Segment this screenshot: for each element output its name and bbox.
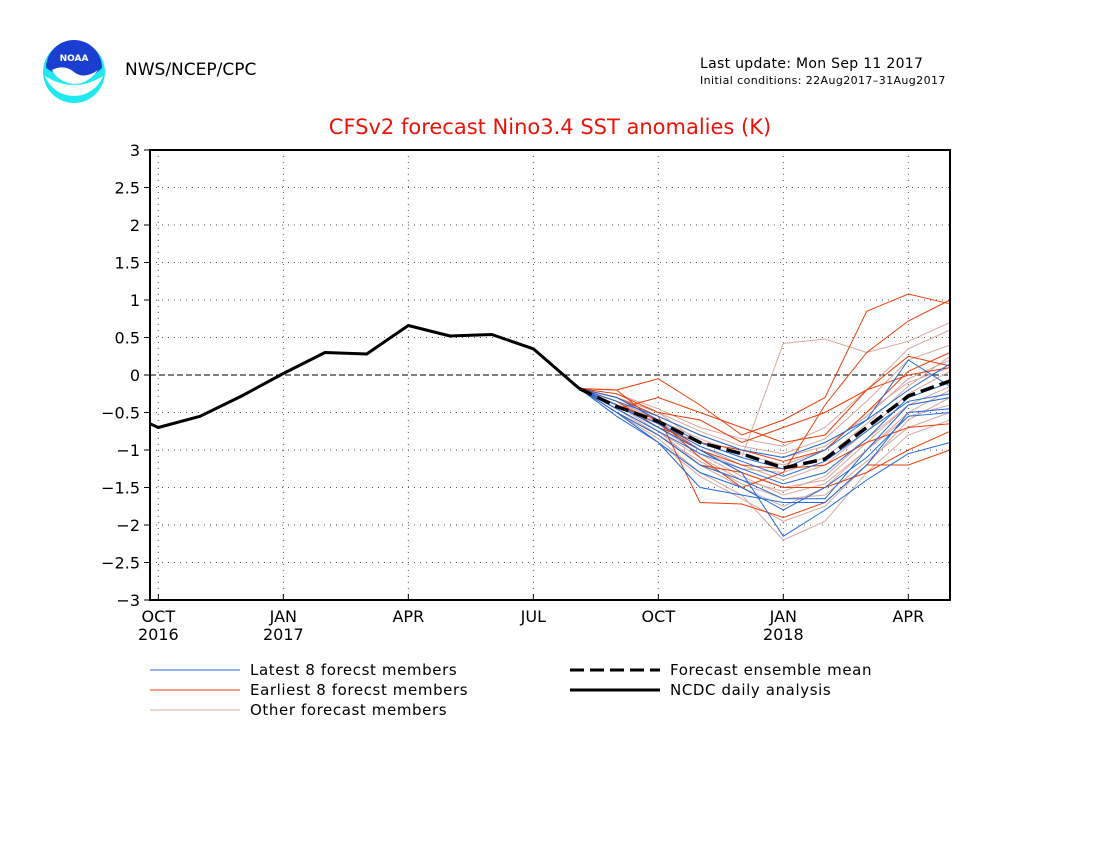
y-tick-label: 1 xyxy=(130,291,140,310)
earliest-member-line xyxy=(579,293,951,436)
legend-label-analysis: NCDC daily analysis xyxy=(670,681,831,699)
y-tick-label: −2 xyxy=(116,516,140,535)
other-member-line xyxy=(578,388,951,541)
noaa-logo-text: NOAA xyxy=(60,54,89,64)
y-tick-label: 0.5 xyxy=(115,329,140,348)
legend-label-other: Other forecast members xyxy=(250,701,447,719)
y-tick-label: −2.5 xyxy=(101,554,140,573)
members-layer xyxy=(578,293,951,541)
y-tick-label: −1.5 xyxy=(101,479,140,498)
latest-member-line xyxy=(578,388,951,511)
y-tick-label: 2.5 xyxy=(115,179,140,198)
x-tick-label: JAN xyxy=(269,607,297,626)
other-member-line xyxy=(579,329,951,447)
plot-frame xyxy=(149,149,951,601)
latest-member-line xyxy=(579,359,951,459)
other-member-line xyxy=(578,385,951,492)
initial-conditions-label: Initial conditions: 22Aug2017–31Aug2017 xyxy=(700,74,946,87)
x-tick-year-label: 2018 xyxy=(763,625,804,644)
legend-label-mean: Forecast ensemble mean xyxy=(670,661,872,679)
latest-member-line xyxy=(578,382,951,485)
other-member-line xyxy=(578,388,951,500)
x-tick-label: OCT xyxy=(642,607,676,626)
latest-member-line xyxy=(578,388,951,500)
y-tick-label: 2 xyxy=(130,216,140,235)
y-tick-label: −0.5 xyxy=(101,404,140,423)
organization-label: NWS/NCEP/CPC xyxy=(125,60,257,80)
noaa-logo: NOAA xyxy=(43,40,105,103)
y-tick-label: −1 xyxy=(116,441,140,460)
latest-member-line xyxy=(578,388,951,537)
analysis-line xyxy=(150,324,581,429)
legend-layer: Latest 8 forecst members Earliest 8 forec… xyxy=(150,661,872,719)
last-update-label: Last update: Mon Sep 11 2017 xyxy=(700,56,924,72)
legend-label-earliest: Earliest 8 forecst members xyxy=(250,681,468,699)
legend-label-latest: Latest 8 forecst members xyxy=(250,661,457,679)
other-member-line xyxy=(579,322,951,459)
earliest-member-line xyxy=(578,388,951,488)
other-member-line xyxy=(579,344,951,455)
axis-layer: −3−2.5−2−1.5−1−0.500.511.522.53OCT2016JA… xyxy=(101,141,951,644)
grid-layer xyxy=(150,150,950,600)
x-tick-year-label: 2016 xyxy=(138,625,179,644)
other-member-line xyxy=(578,388,951,489)
lines-layer xyxy=(150,324,951,470)
y-tick-label: 1.5 xyxy=(115,254,140,273)
y-tick-label: 3 xyxy=(130,141,140,160)
x-tick-label: JUL xyxy=(520,607,546,626)
y-tick-label: 0 xyxy=(130,366,140,385)
chart-title: CFSv2 forecast Nino3.4 SST anomalies (K) xyxy=(328,115,772,139)
x-tick-year-label: 2017 xyxy=(263,625,304,644)
y-tick-label: −3 xyxy=(116,591,140,610)
ensemble-mean-line xyxy=(578,379,951,470)
x-tick-label: APR xyxy=(892,607,924,626)
x-tick-label: OCT xyxy=(142,607,176,626)
earliest-member-line xyxy=(578,355,951,444)
x-tick-label: APR xyxy=(392,607,424,626)
earliest-member-line xyxy=(579,388,951,470)
x-tick-label: JAN xyxy=(769,607,797,626)
